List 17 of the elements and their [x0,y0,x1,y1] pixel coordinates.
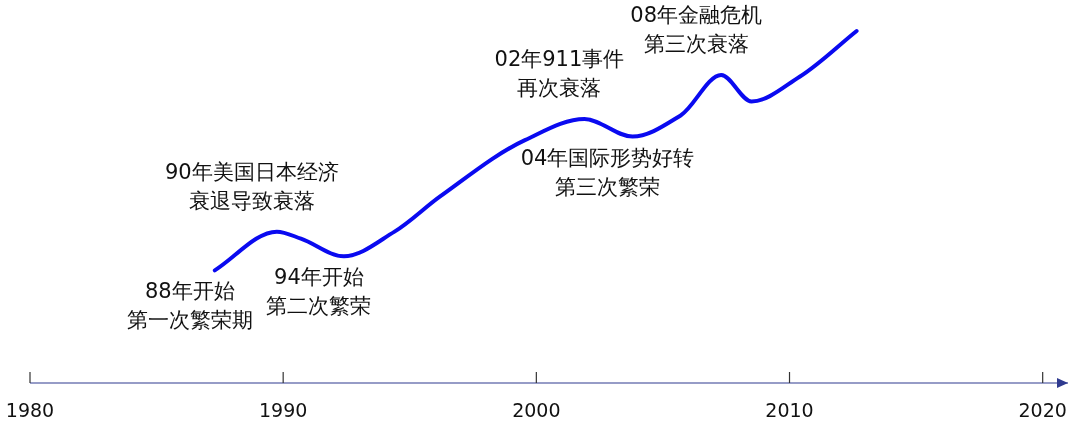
x-tick-label: 2000 [512,399,561,421]
x-tick-label: 1990 [258,399,308,421]
annotation: 第三次繁荣 [555,174,661,199]
annotation: 衰退导致衰落 [188,188,315,213]
annotation: 88年开始 [144,279,235,304]
annotation: 94年开始 [274,265,364,290]
x-tick-label: 1980 [5,399,55,421]
annotation: 04年国际形势好转 [520,145,695,170]
annotation: 第二次繁荣 [266,294,372,319]
annotation: 第一次繁荣期 [126,308,253,333]
annotation: 再次衰落 [517,76,602,100]
annotation: 08年金融危机 [630,3,763,27]
x-tick-label: 2020 [1018,399,1067,421]
annotation: 02年911事件 [494,47,625,71]
annotation: 第三次衰落 [643,32,749,56]
x-tick-label: 2010 [765,399,814,421]
annotation: 90年美国日本经济 [164,159,339,184]
